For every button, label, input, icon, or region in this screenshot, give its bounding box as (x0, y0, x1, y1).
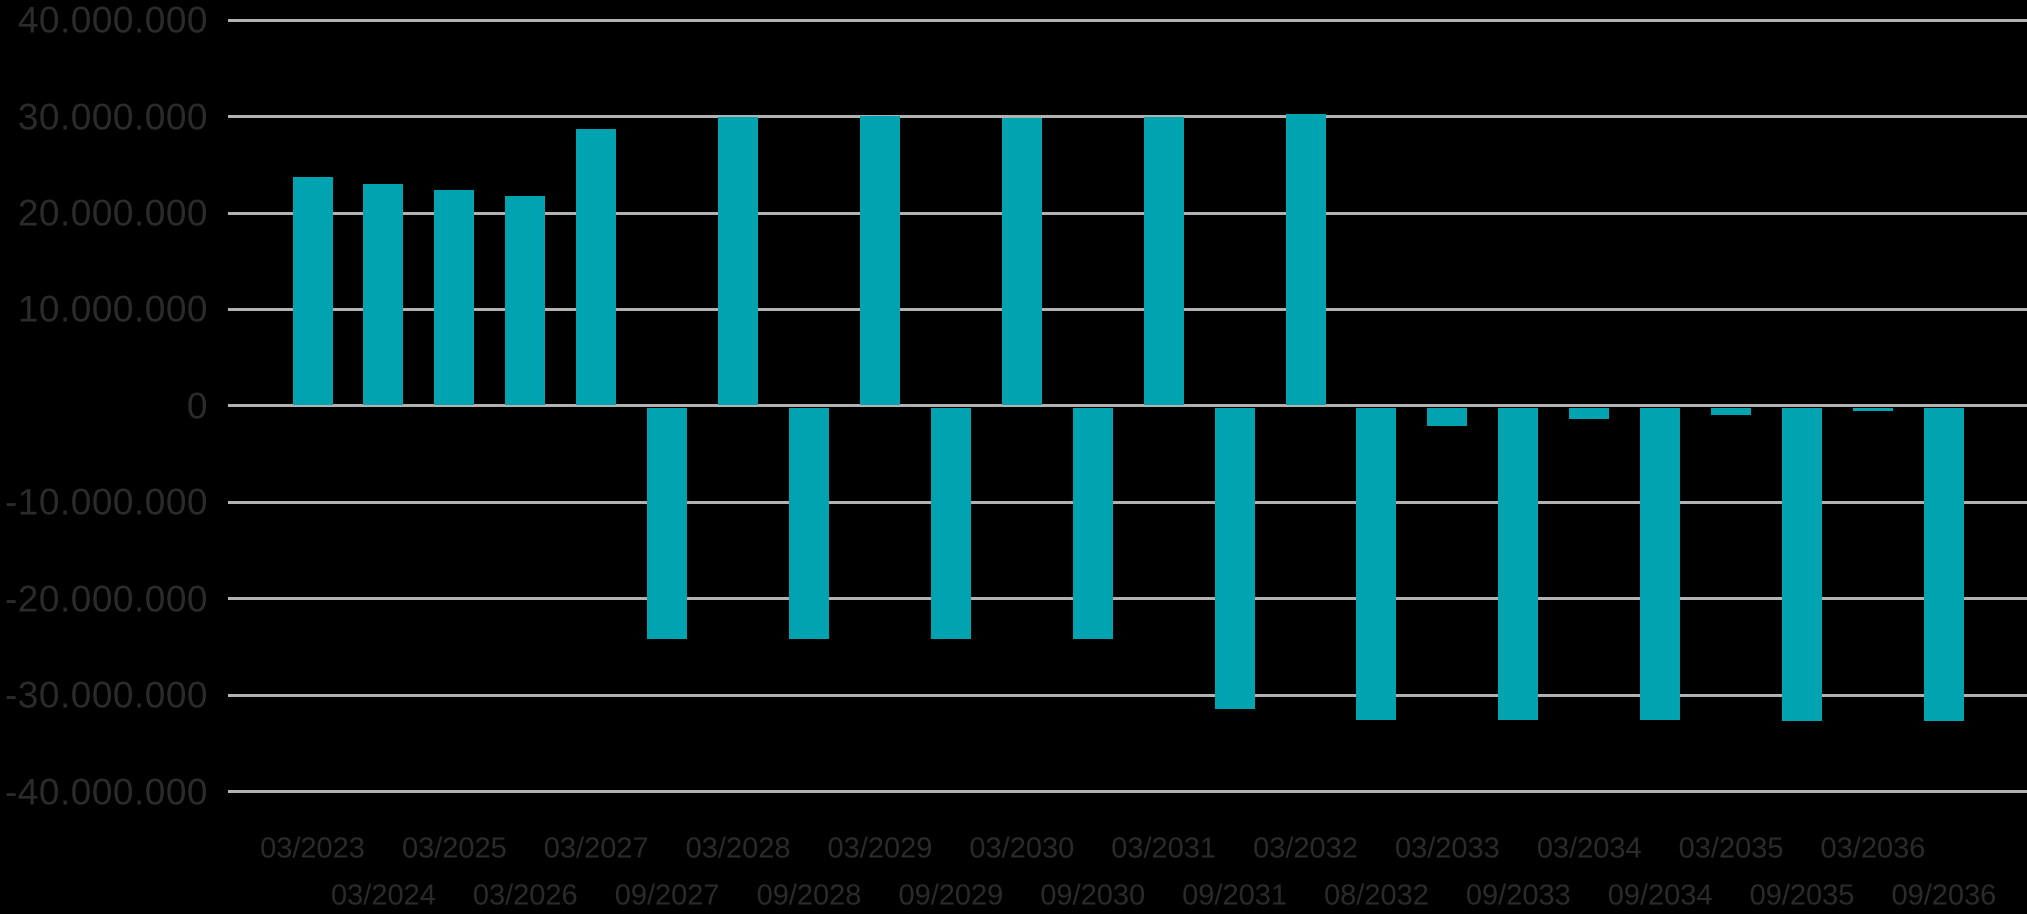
x-axis-label: 09/2035 (1749, 879, 1855, 912)
gridline (227, 790, 2027, 794)
gridline (227, 500, 2027, 504)
gridline (227, 115, 2027, 119)
bar[interactable] (1711, 407, 1752, 416)
bar[interactable] (1498, 407, 1539, 720)
y-axis-tick-label: 30.000.000 (17, 96, 208, 138)
y-axis-tick-label: -30.000.000 (4, 674, 208, 716)
x-axis-label: 03/2033 (1394, 832, 1500, 865)
x-axis-label: 09/2031 (1182, 879, 1287, 912)
y-axis-tick-label: 40.000.000 (17, 0, 208, 41)
x-axis-label: 03/2026 (472, 879, 578, 912)
bar[interactable] (1356, 407, 1397, 720)
bar[interactable] (859, 115, 900, 405)
x-axis-label: 03/2035 (1678, 832, 1784, 865)
x-axis-label: 03/2032 (1253, 832, 1358, 865)
x-axis-label: 03/2031 (1111, 832, 1217, 865)
y-axis-tick-label: 10.000.000 (17, 288, 208, 330)
bar[interactable] (647, 407, 688, 639)
bar[interactable] (1427, 407, 1468, 426)
bar[interactable] (1640, 407, 1681, 720)
bar[interactable] (1782, 407, 1823, 721)
bar[interactable] (1143, 116, 1184, 405)
gridline (227, 211, 2027, 215)
bar[interactable] (1923, 407, 1964, 721)
x-axis-label: 09/2030 (1040, 879, 1146, 912)
bar[interactable] (718, 116, 759, 405)
gridline (227, 307, 2027, 311)
bar[interactable] (789, 407, 829, 639)
x-axis-label: 09/2027 (614, 879, 720, 912)
bar[interactable] (505, 195, 546, 405)
gridline (227, 597, 2027, 601)
y-axis-tick-label: -20.000.000 (4, 578, 208, 620)
x-axis-label: 03/2030 (969, 832, 1075, 865)
bar[interactable] (1214, 407, 1255, 710)
x-axis-label: 09/2028 (756, 879, 862, 912)
bar[interactable] (576, 129, 617, 405)
gridline (227, 404, 2027, 408)
x-axis-label: 03/2028 (685, 832, 791, 865)
bar[interactable] (1852, 407, 1893, 412)
x-axis-label: 03/2023 (260, 832, 365, 865)
x-axis-label: 03/2029 (827, 832, 933, 865)
bar[interactable] (1072, 407, 1113, 639)
x-axis-label: 03/2034 (1536, 832, 1642, 865)
gridline (227, 693, 2027, 697)
x-axis-label: 09/2034 (1607, 879, 1713, 912)
bar[interactable] (434, 189, 475, 405)
y-axis-tick-label: -10.000.000 (4, 481, 208, 523)
x-axis-label: 03/2027 (543, 832, 649, 865)
y-axis-tick-label: 20.000.000 (17, 192, 208, 234)
bar[interactable] (1285, 113, 1326, 405)
bar[interactable] (930, 407, 971, 639)
gridline (227, 18, 2027, 22)
x-axis-label: 03/2036 (1820, 832, 1926, 865)
x-axis-label: 03/2025 (401, 832, 507, 865)
bar[interactable] (363, 184, 404, 405)
bar[interactable] (1001, 117, 1042, 405)
bar[interactable] (292, 177, 333, 405)
x-axis-label: 09/2029 (898, 879, 1004, 912)
bar[interactable] (1569, 407, 1610, 420)
x-axis-label: 09/2036 (1891, 879, 1997, 912)
y-axis-tick-label: -40.000.000 (4, 771, 208, 813)
x-axis-label: 08/2032 (1324, 879, 1429, 912)
x-axis-label: 09/2033 (1465, 879, 1571, 912)
y-axis-tick-label: 0 (186, 385, 208, 427)
x-axis-label: 03/2024 (331, 879, 436, 912)
